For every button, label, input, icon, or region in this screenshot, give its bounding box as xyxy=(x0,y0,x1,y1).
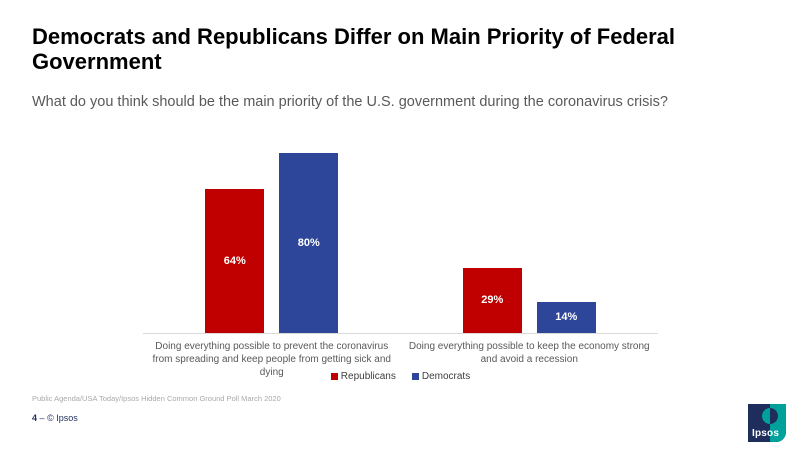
copyright-text: © Ipsos xyxy=(47,413,78,423)
bar-value-label: 64% xyxy=(223,255,246,267)
bar-republicans-0: 64% xyxy=(205,189,265,333)
ipsos-logo-head-icon xyxy=(762,408,778,424)
page-title: Democrats and Republicans Differ on Main… xyxy=(32,24,676,75)
page-footer: 4 – © Ipsos xyxy=(32,413,78,423)
bar-value-label: 80% xyxy=(297,237,320,249)
bar-republicans-1: 29% xyxy=(462,267,522,333)
legend-label: Republicans xyxy=(340,371,396,382)
bar-value-label: 14% xyxy=(555,311,578,324)
footer-separator: – xyxy=(39,413,45,423)
ipsos-logo: Ipsos xyxy=(748,404,786,442)
bar-value-label: 29% xyxy=(481,294,504,307)
bar-democrats-0: 80% xyxy=(279,153,339,333)
bar-group-0: 64% 80% xyxy=(143,145,401,333)
category-label-0: Doing everything possible to prevent the… xyxy=(152,341,391,378)
legend-item-democrats: Democrats xyxy=(411,371,471,382)
bar-chart-plot-area: 64% 80% 29% 14% xyxy=(143,145,658,334)
page-number: 4 xyxy=(32,413,38,423)
bar-democrats-1: 14% xyxy=(536,301,596,333)
category-axis-labels: Doing everything possible to prevent the… xyxy=(143,340,658,379)
bar-group-1: 29% 14% xyxy=(401,145,659,333)
legend-swatch-republicans xyxy=(330,373,338,380)
ipsos-logo-text: Ipsos xyxy=(752,428,780,439)
category-label-1: Doing everything possible to keep the ec… xyxy=(408,341,650,365)
source-note: Public Agenda/USA Today/Ipsos Hidden Com… xyxy=(32,394,281,403)
survey-question: What do you think should be the main pri… xyxy=(32,94,668,110)
chart-legend: Republicans Democrats xyxy=(143,371,658,382)
legend-item-republicans: Republicans xyxy=(330,371,396,382)
legend-swatch-democrats xyxy=(411,373,419,380)
legend-label: Democrats xyxy=(421,371,471,382)
